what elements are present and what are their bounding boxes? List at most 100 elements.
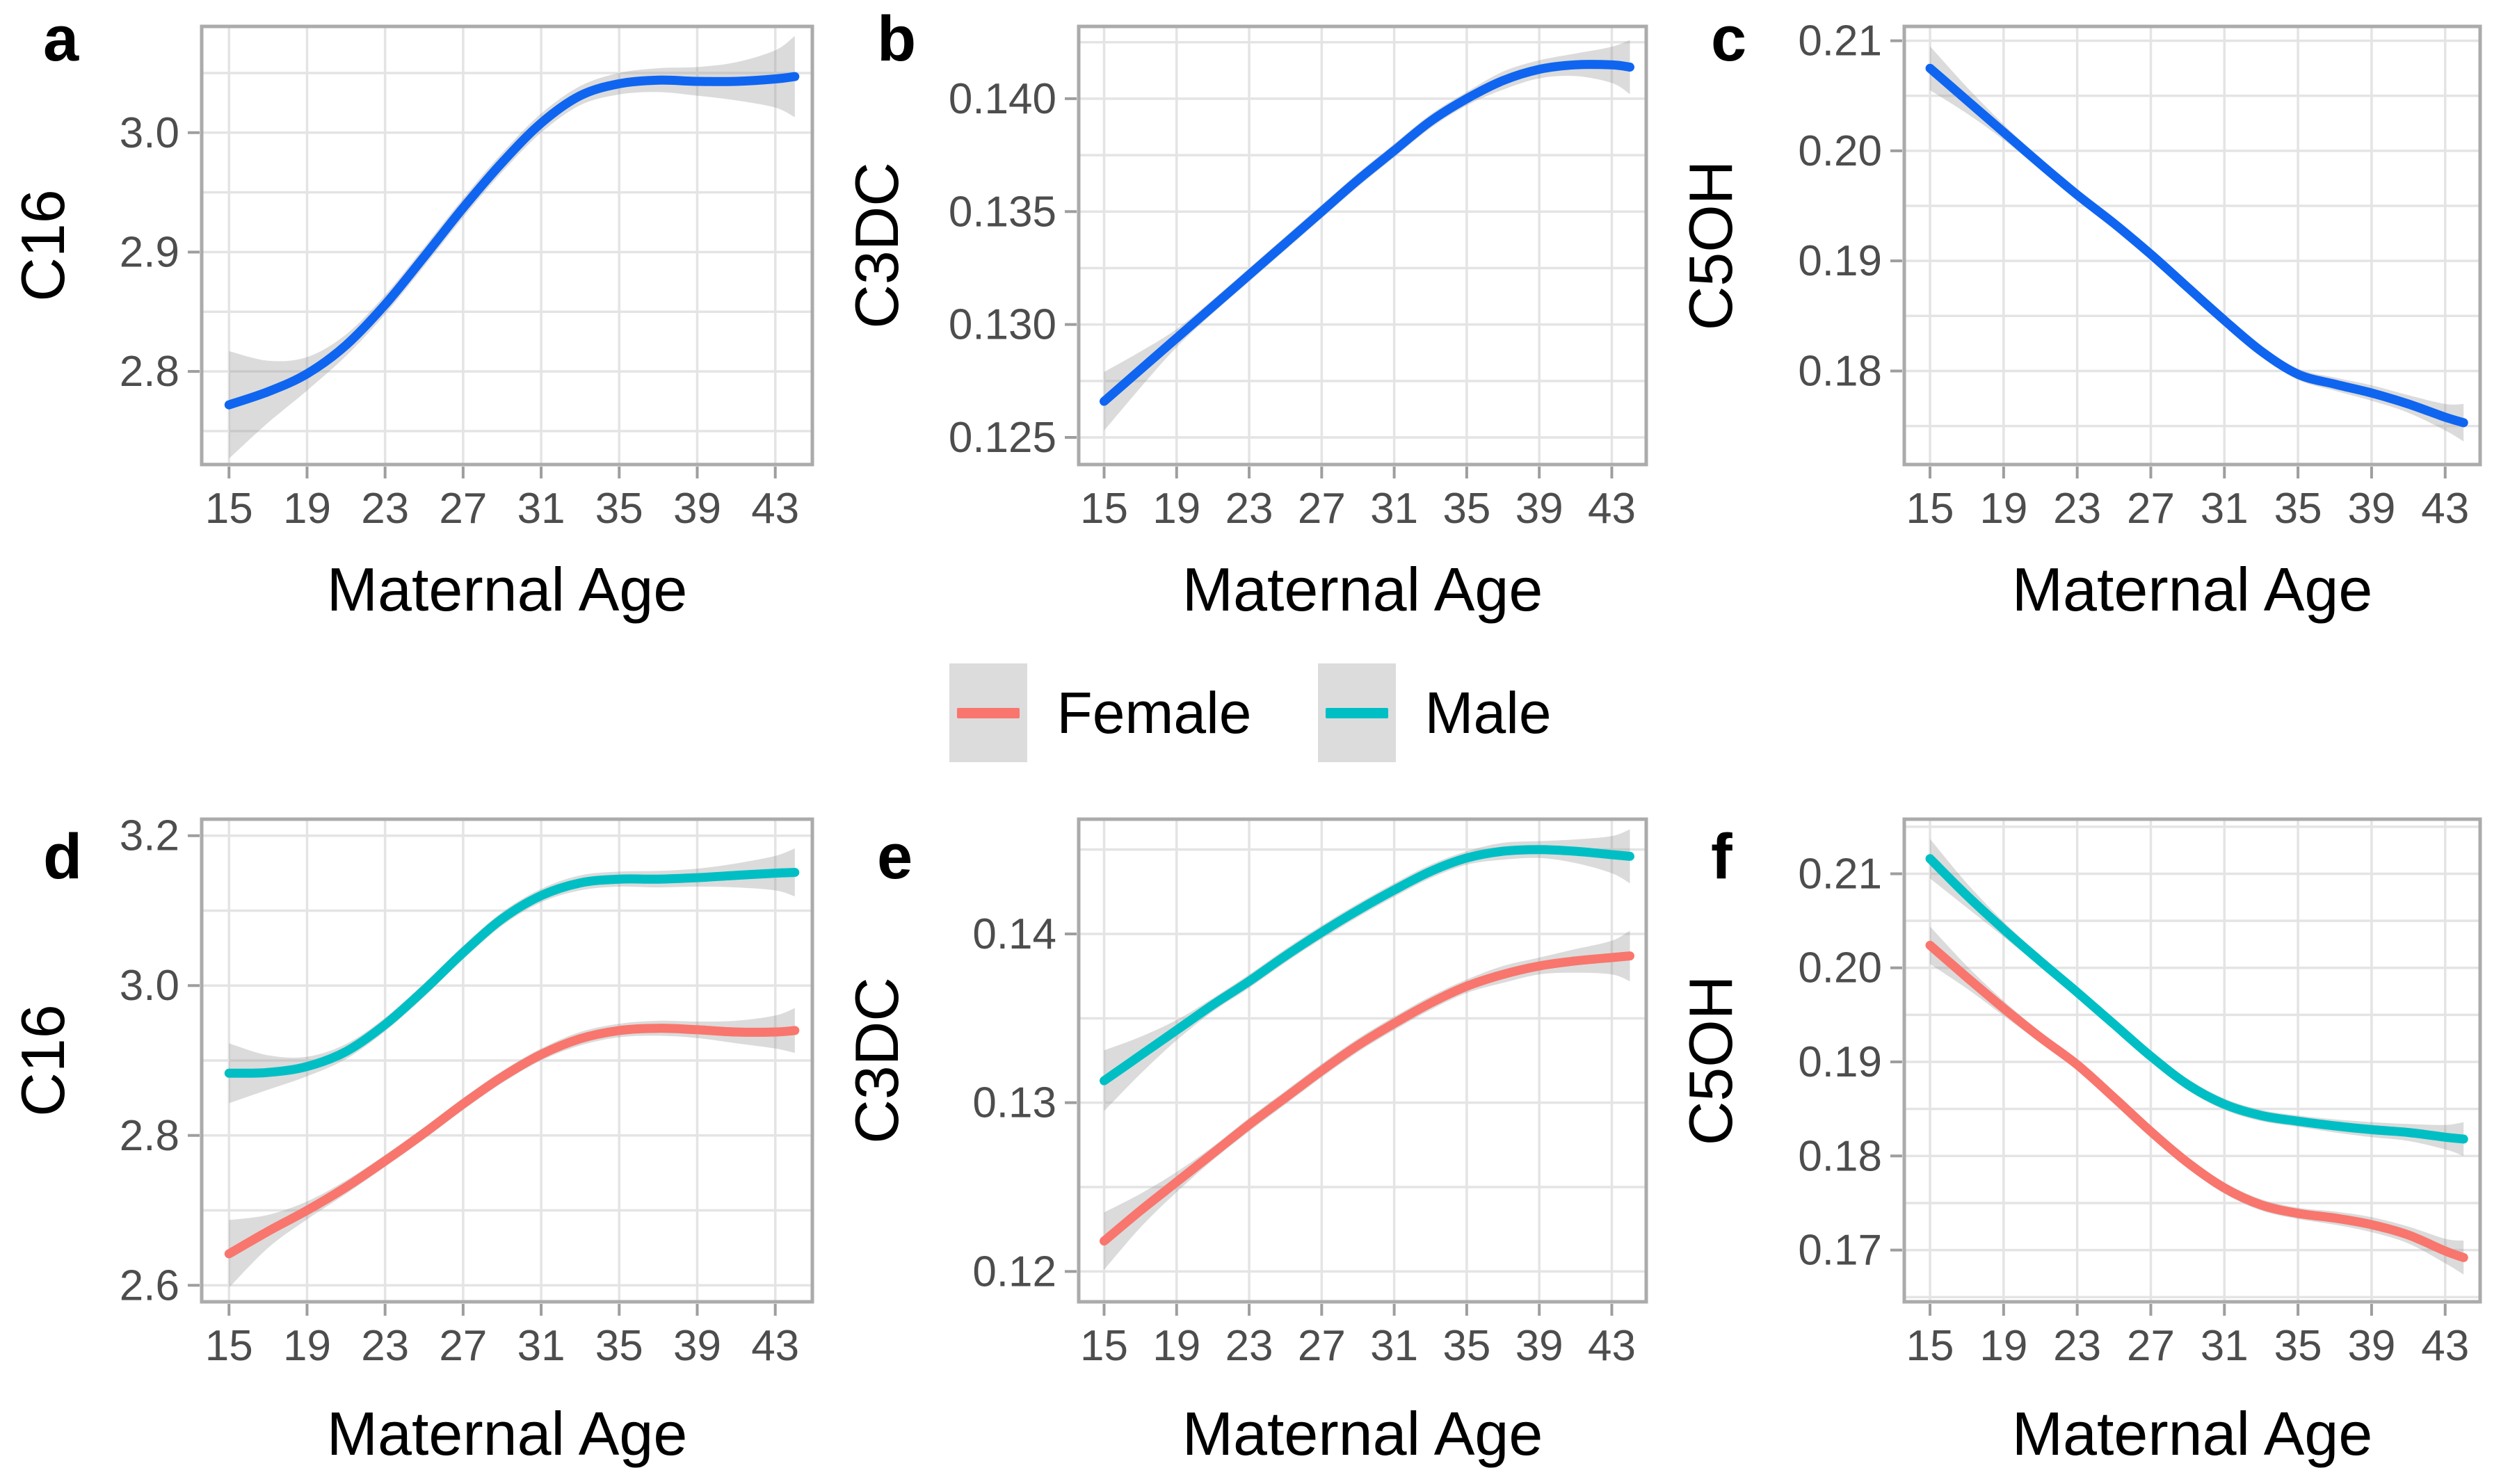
svg-text:35: 35 (1442, 485, 1490, 533)
svg-text:Maternal Age: Maternal Age (2012, 555, 2373, 624)
svg-text:23: 23 (2053, 485, 2101, 533)
svg-text:C16: C16 (8, 1004, 77, 1116)
svg-text:Maternal Age: Maternal Age (2012, 1399, 2373, 1468)
svg-text:19: 19 (283, 1322, 331, 1370)
svg-text:15: 15 (1906, 1322, 1954, 1370)
svg-text:27: 27 (2127, 1322, 2175, 1370)
svg-text:0.12: 0.12 (972, 1248, 1056, 1296)
svg-text:0.20: 0.20 (1798, 127, 1882, 175)
svg-text:3.2: 3.2 (120, 812, 179, 860)
svg-text:0.13: 0.13 (972, 1079, 1056, 1127)
panel-a: a 15 19 23 27 31 35 39 43 2.8 2.9 3.0 Maternal Age C… (0, 0, 833, 640)
svg-text:35: 35 (2274, 485, 2322, 533)
legend-item-male: Male (1317, 663, 1552, 762)
chart-c: 15 19 23 27 31 35 39 43 0.18 0.19 0.20 0.21 Maternal… (1676, 17, 2482, 624)
svg-text:35: 35 (2274, 1322, 2322, 1370)
svg-text:0.19: 0.19 (1798, 1038, 1882, 1086)
panel-d: d 15 19 23 27 31 35 39 43 2.6 2.8 3.0 3.2 Maternal A… (0, 786, 833, 1484)
svg-text:39: 39 (673, 1322, 721, 1370)
svg-text:39: 39 (1515, 485, 1563, 533)
chart-e: 15 19 23 27 31 35 39 43 0.12 0.13 0.14 Maternal Age… (842, 817, 1648, 1468)
svg-text:27: 27 (2127, 485, 2175, 533)
svg-text:19: 19 (283, 485, 331, 533)
svg-text:19: 19 (1152, 1322, 1200, 1370)
svg-text:0.135: 0.135 (949, 188, 1056, 236)
panel-letter-a: a (43, 3, 79, 74)
svg-text:2.9: 2.9 (120, 228, 179, 276)
svg-text:31: 31 (1370, 485, 1418, 533)
svg-text:39: 39 (2347, 1322, 2395, 1370)
chart-f: 15 19 23 27 31 35 39 43 0.17 0.18 0.19 0.20 0.21 Mate… (1676, 817, 2482, 1468)
svg-text:2.8: 2.8 (120, 348, 179, 396)
svg-text:43: 43 (751, 1322, 799, 1370)
legend-key-male (1317, 663, 1396, 762)
svg-text:43: 43 (751, 485, 799, 533)
svg-text:31: 31 (2201, 1322, 2249, 1370)
svg-text:0.140: 0.140 (949, 75, 1056, 123)
legend-key-female (949, 663, 1028, 762)
panel-letter-e: e (877, 821, 913, 892)
legend-label-male: Male (1424, 680, 1552, 745)
svg-text:19: 19 (1979, 1322, 2027, 1370)
chart-b: 15 19 23 27 31 35 39 43 0.125 0.130 0.135 0.140 Mate… (842, 24, 1648, 624)
svg-text:31: 31 (2201, 485, 2249, 533)
svg-text:23: 23 (361, 485, 409, 533)
svg-text:0.17: 0.17 (1798, 1227, 1882, 1275)
legend: Female Male (0, 640, 2501, 786)
svg-text:39: 39 (1515, 1322, 1563, 1370)
svg-text:15: 15 (205, 1322, 253, 1370)
svg-text:C3DC: C3DC (842, 162, 911, 329)
svg-text:0.125: 0.125 (949, 414, 1056, 462)
svg-text:C5OH: C5OH (1676, 976, 1745, 1146)
svg-text:35: 35 (595, 485, 643, 533)
svg-text:27: 27 (1298, 1322, 1346, 1370)
svg-text:3.0: 3.0 (120, 962, 179, 1010)
chart-d: 15 19 23 27 31 35 39 43 2.6 2.8 3.0 3.2 Maternal Age… (8, 812, 814, 1468)
svg-text:3.0: 3.0 (120, 109, 179, 157)
svg-text:Maternal Age: Maternal Age (1182, 1399, 1543, 1468)
svg-text:31: 31 (517, 485, 565, 533)
svg-text:0.18: 0.18 (1798, 1132, 1882, 1180)
panel-b: b 15 19 23 27 31 35 39 43 0.125 0.130 0.135 0.140 Ma… (834, 0, 1667, 640)
legend-label-female: Female (1056, 680, 1252, 745)
svg-text:35: 35 (595, 1322, 643, 1370)
svg-text:0.130: 0.130 (949, 301, 1056, 349)
svg-text:27: 27 (439, 1322, 487, 1370)
svg-text:39: 39 (2347, 485, 2395, 533)
svg-text:15: 15 (1906, 485, 1954, 533)
svg-text:15: 15 (1080, 1322, 1128, 1370)
panel-letter-f: f (1711, 821, 1732, 892)
svg-text:Maternal Age: Maternal Age (1182, 555, 1543, 624)
svg-text:23: 23 (1225, 485, 1273, 533)
svg-text:35: 35 (1442, 1322, 1490, 1370)
svg-text:23: 23 (1225, 1322, 1273, 1370)
svg-text:0.18: 0.18 (1798, 347, 1882, 395)
svg-text:C3DC: C3DC (842, 977, 911, 1144)
svg-text:2.6: 2.6 (120, 1261, 179, 1309)
svg-text:0.14: 0.14 (972, 910, 1056, 958)
svg-text:Maternal Age: Maternal Age (327, 1399, 688, 1468)
svg-text:Maternal Age: Maternal Age (327, 555, 688, 624)
svg-text:2.8: 2.8 (120, 1112, 179, 1160)
panel-f: f 15 19 23 27 31 35 39 43 0.17 0.18 0.19 0.20 0.21 Ma… (1668, 786, 2501, 1484)
svg-text:39: 39 (673, 485, 721, 533)
svg-text:0.21: 0.21 (1798, 850, 1882, 898)
svg-text:43: 43 (1588, 485, 1636, 533)
svg-text:15: 15 (1080, 485, 1128, 533)
svg-text:43: 43 (1588, 1322, 1636, 1370)
svg-text:0.20: 0.20 (1798, 944, 1882, 992)
legend-item-female: Female (949, 663, 1252, 762)
svg-text:43: 43 (2421, 1322, 2469, 1370)
svg-text:C5OH: C5OH (1676, 161, 1745, 331)
svg-text:31: 31 (1370, 1322, 1418, 1370)
chart-a: 15 19 23 27 31 35 39 43 2.8 2.9 3.0 Maternal Age C16 (8, 24, 814, 624)
svg-text:15: 15 (205, 485, 253, 533)
panel-letter-b: b (877, 3, 917, 74)
svg-text:23: 23 (361, 1322, 409, 1370)
panel-letter-c: c (1711, 3, 1747, 74)
female-line-swatch (957, 707, 1020, 718)
panel-letter-d: d (43, 821, 83, 892)
svg-text:0.21: 0.21 (1798, 17, 1882, 65)
svg-text:31: 31 (517, 1322, 565, 1370)
